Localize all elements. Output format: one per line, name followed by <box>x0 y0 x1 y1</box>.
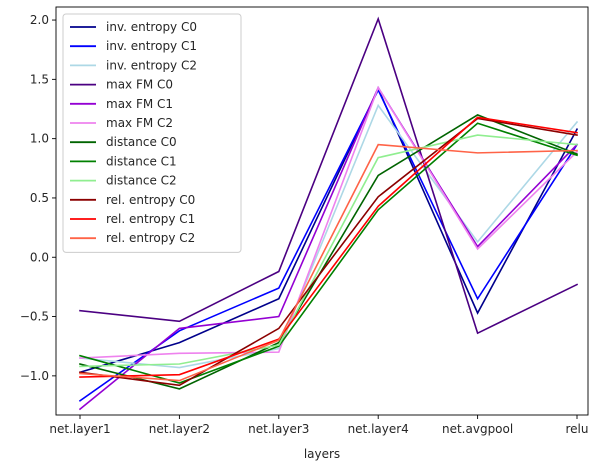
x-tick-label: net.layer3 <box>248 422 309 436</box>
x-tick-label: net.avgpool <box>442 422 513 436</box>
y-tick-label: −1.0 <box>20 369 49 383</box>
x-tick-label: relu <box>566 422 589 436</box>
x-tick-label: net.layer1 <box>49 422 110 436</box>
y-tick-label: 1.0 <box>30 132 49 146</box>
plot-frame <box>55 6 589 416</box>
series-line-distance-c1 <box>79 122 579 384</box>
x-tick-label: net.layer2 <box>149 422 210 436</box>
legend-label-distance-c2: distance C2 <box>106 174 177 188</box>
legend-label-inv-entropy-c2: inv. entropy C2 <box>106 58 197 72</box>
series-line-inv-entropy-c2 <box>79 103 579 369</box>
axes: −1.0 −0.5 0.0 0.5 1.0 1.5 2.0 net.layer1 net.lay… <box>20 6 589 436</box>
series-line-rel-entropy-c1 <box>79 116 578 378</box>
legend-label-inv-entropy-c1: inv. entropy C1 <box>106 39 197 53</box>
legend-label-max-fm-c2: max FM C2 <box>106 116 173 130</box>
series-line-rel-entropy-c0 <box>79 117 578 387</box>
series-line-distance-c2 <box>79 134 578 368</box>
legend-label-rel-entropy-c0: rel. entropy C0 <box>106 193 195 207</box>
legend-box <box>62 13 242 253</box>
legend-label-rel-entropy-c2: rel. entropy C2 <box>106 231 195 245</box>
legend-label-distance-c0: distance C0 <box>106 135 177 149</box>
y-tick-label: −0.5 <box>20 310 49 324</box>
y-tick-label: 1.5 <box>30 72 49 86</box>
series-lines <box>78 16 579 411</box>
legend-label-max-fm-c1: max FM C1 <box>106 97 173 111</box>
x-axis-label: layers <box>304 447 340 461</box>
series-line-max-fm-c0 <box>79 16 579 335</box>
x-tick-label: net.layer4 <box>348 422 409 436</box>
legend: inv. entropy C0 inv. entropy C1 inv. entro… <box>62 13 242 253</box>
y-tick-label: 0.5 <box>30 191 49 205</box>
y-tick-label: 2.0 <box>30 13 49 27</box>
series-line-max-fm-c1 <box>78 85 579 411</box>
legend-label-rel-entropy-c1: rel. entropy C1 <box>106 212 195 226</box>
legend-label-distance-c1: distance C1 <box>106 154 177 168</box>
series-line-max-fm-c2 <box>79 85 579 359</box>
series-line-rel-entropy-c2 <box>79 143 578 382</box>
series-line-inv-entropy-c0 <box>79 86 579 374</box>
y-tick-label: 0.0 <box>30 250 49 264</box>
legend-label-max-fm-c0: max FM C0 <box>106 78 173 92</box>
legend-label-inv-entropy-c0: inv. entropy C0 <box>106 20 197 34</box>
